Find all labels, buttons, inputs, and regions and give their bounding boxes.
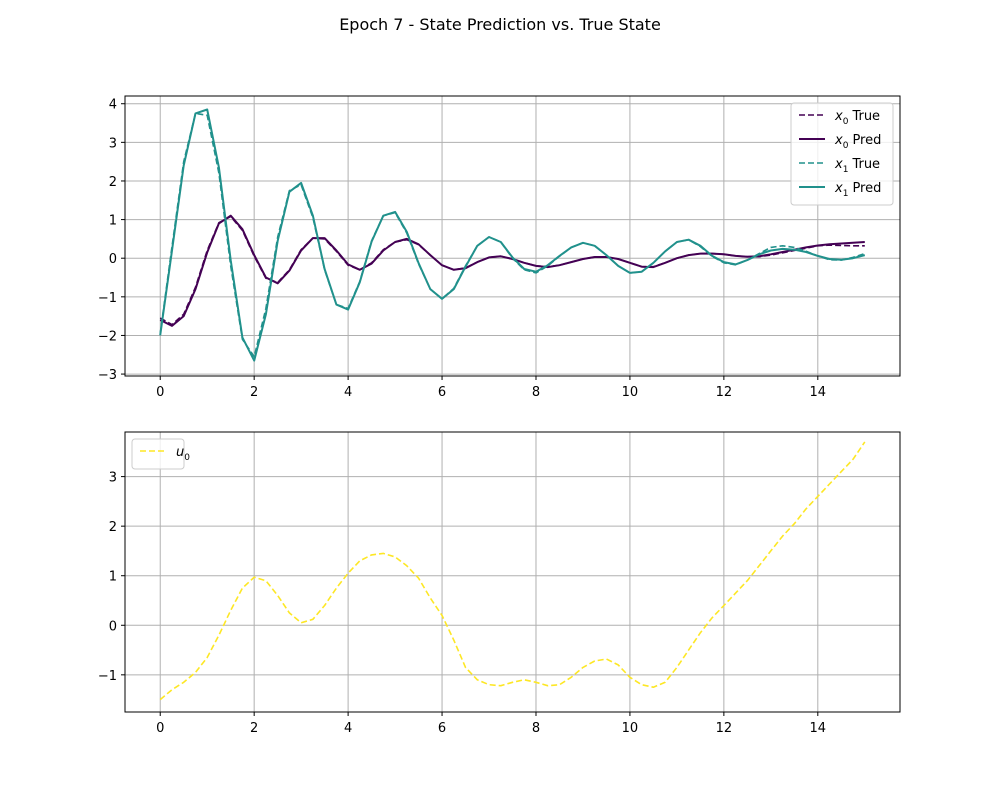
bottom-lines xyxy=(159,441,866,701)
legend-series-name: True xyxy=(851,109,880,124)
top-y-tick-label: 1 xyxy=(109,214,117,229)
bottom-y-tick-label: 0 xyxy=(109,619,117,634)
legend-subscript: 0 xyxy=(843,117,849,127)
legend-symbol: x xyxy=(834,181,843,196)
bottom-x-tick-label: 2 xyxy=(250,721,258,736)
top-y-tick-label: −3 xyxy=(98,368,117,383)
bottom-legend-label: u0 xyxy=(176,445,190,463)
top-legend-box xyxy=(790,102,894,206)
top-x-tick-label: 14 xyxy=(810,385,827,400)
top-x-tick-label: 6 xyxy=(438,385,446,400)
bottom-x-tick-label: 0 xyxy=(156,721,164,736)
top-legend-label: x1 True xyxy=(834,157,880,175)
bottom-grid xyxy=(125,432,900,712)
legend-subscript: 1 xyxy=(843,189,849,199)
legend-symbol: x xyxy=(834,109,843,124)
top-y-tick-label: 0 xyxy=(109,252,117,267)
bottom-x-tick-label: 8 xyxy=(532,721,540,736)
top-x-tick-label: 12 xyxy=(716,385,733,400)
bottom-x-tick-label: 12 xyxy=(716,721,733,736)
top-legend-label: x0 True xyxy=(834,109,880,127)
top-x-tick-label: 10 xyxy=(622,385,639,400)
top-x-tick-label: 4 xyxy=(344,385,352,400)
top-x-tick-label: 2 xyxy=(250,385,258,400)
legend-symbol: u xyxy=(176,445,184,460)
bottom-y-tick-label: 1 xyxy=(109,570,117,585)
top-y-tick-label: 3 xyxy=(109,136,117,151)
bottom-x-tick-label: 10 xyxy=(622,721,639,736)
bottom-y-tick-label: −1 xyxy=(98,669,117,684)
top-x-tick-label: 0 xyxy=(156,385,164,400)
bottom-legend: u0 xyxy=(131,438,190,470)
legend-symbol: x xyxy=(834,133,843,148)
legend-series-name: Pred xyxy=(852,181,881,196)
legend-subscript: 1 xyxy=(843,165,849,175)
legend-series-name: True xyxy=(851,157,880,172)
top-grid xyxy=(125,96,900,376)
top-y-tick-label: 2 xyxy=(109,175,117,190)
top-legend-label: x1 Pred xyxy=(834,181,881,199)
legend-subscript: 0 xyxy=(843,141,849,151)
legend-subscript: 0 xyxy=(184,453,190,463)
top-lines xyxy=(159,108,866,362)
top-y-tick-label: −1 xyxy=(98,291,117,306)
top-y-tick-label: 4 xyxy=(109,98,117,113)
bottom-series-line-u0-true xyxy=(159,441,866,701)
bottom-x-tick-label: 6 xyxy=(438,721,446,736)
top-series-line-x1-pred xyxy=(159,108,866,362)
top-series-line-x1-true xyxy=(159,112,866,358)
legend-series-name: Pred xyxy=(852,133,881,148)
top-x-tick-label: 8 xyxy=(532,385,540,400)
bottom-legend-box xyxy=(131,438,185,470)
top-y-tick-label: −2 xyxy=(98,329,117,344)
bottom-axes-frame xyxy=(124,431,901,713)
bottom-x-tick-label: 14 xyxy=(810,721,827,736)
figure-title: Epoch 7 - State Prediction vs. True Stat… xyxy=(339,15,661,34)
bottom-x-tick-label: 4 xyxy=(344,721,352,736)
top-legend-label: x0 Pred xyxy=(834,133,881,151)
bottom-y-tick-label: 2 xyxy=(109,520,117,535)
legend-symbol: x xyxy=(834,157,843,172)
top-axes-frame xyxy=(124,95,901,377)
bottom-y-tick-label: 3 xyxy=(109,471,117,486)
